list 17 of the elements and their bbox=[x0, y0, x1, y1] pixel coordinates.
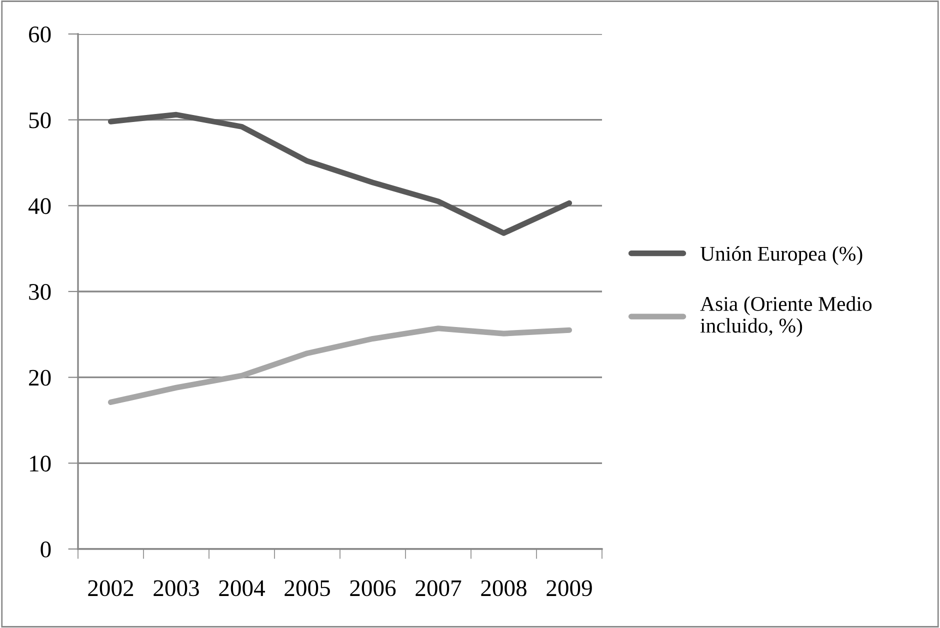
legend-label: Asia (Oriente Medio incluido, %) bbox=[700, 296, 872, 337]
y-tick-label: 30 bbox=[29, 284, 51, 300]
y-tick-label: 20 bbox=[29, 370, 51, 386]
x-tick-label: 2005 bbox=[284, 580, 330, 596]
legend-label: Unión Europea (%) bbox=[700, 246, 862, 266]
x-tick-label: 2009 bbox=[546, 580, 592, 596]
y-tick-label: 60 bbox=[29, 26, 51, 42]
x-tick-label: 2004 bbox=[219, 580, 265, 596]
y-tick-label: 10 bbox=[30, 456, 51, 472]
x-tick-label: 2007 bbox=[416, 580, 462, 596]
x-tick-label: 2006 bbox=[350, 580, 396, 596]
y-tick-label: 50 bbox=[29, 112, 51, 128]
x-tick-label: 2008 bbox=[481, 580, 526, 596]
x-tick-label: 2002 bbox=[88, 580, 134, 596]
x-tick-label: 2003 bbox=[154, 580, 199, 596]
y-tick-label: 0 bbox=[40, 541, 51, 558]
y-tick-label: 40 bbox=[28, 198, 51, 214]
